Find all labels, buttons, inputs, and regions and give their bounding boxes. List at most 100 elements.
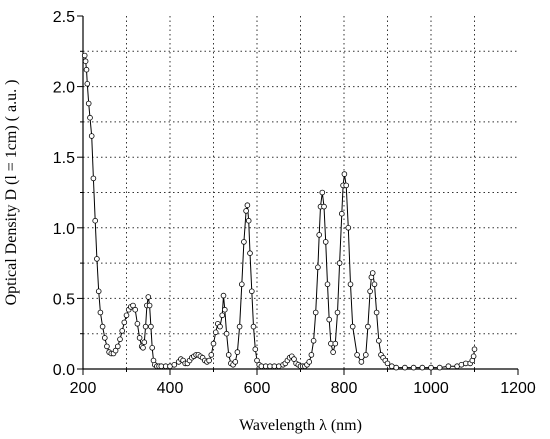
data-point <box>145 294 152 300</box>
data-point <box>87 114 93 121</box>
y-tick-label: 0.0 <box>53 362 75 379</box>
data-point <box>384 360 391 367</box>
x-tick-label: 200 <box>70 380 97 397</box>
data-point <box>371 281 378 288</box>
data-point <box>99 323 106 330</box>
y-axis-title: Optical Density D (l = 1cm) ( a.u. ) <box>3 80 20 306</box>
y-tick-label: 2.5 <box>53 9 75 26</box>
data-point <box>436 364 443 371</box>
tick-layer: 200 400 600 800 1000 1200 0.0 0.5 1.0 1.5 2.0 2.5 <box>53 9 536 397</box>
data-point <box>306 359 313 365</box>
x-tick-label: 400 <box>157 380 184 397</box>
data-point <box>90 175 97 182</box>
x-tick-label: 600 <box>244 380 271 397</box>
data-point <box>134 320 141 327</box>
data-point <box>95 288 102 295</box>
data-point <box>84 81 91 87</box>
data-point <box>349 323 356 330</box>
data-point <box>428 364 434 371</box>
data-point <box>223 330 230 337</box>
data-point <box>347 281 354 288</box>
y-tick-label: 2.0 <box>53 80 75 97</box>
data-point <box>362 352 369 358</box>
data-point <box>470 353 477 360</box>
data-point <box>310 337 317 344</box>
x-tick-label: 1000 <box>413 380 449 397</box>
data-point <box>410 364 417 371</box>
data-point <box>123 312 130 319</box>
data-point <box>332 340 339 347</box>
series-line <box>84 55 475 369</box>
data-point <box>212 329 219 336</box>
data-point <box>136 335 143 341</box>
data-point <box>239 281 245 288</box>
data-point <box>146 302 153 309</box>
data-point <box>112 347 119 354</box>
data-point <box>148 323 154 330</box>
data-point <box>132 306 139 313</box>
x-axis-title: Wavelength λ (nm) <box>239 417 362 434</box>
data-point <box>316 232 323 238</box>
data-point <box>81 52 88 59</box>
x-tick-label: 800 <box>331 380 358 397</box>
data-point <box>219 312 226 319</box>
y-tick-label: 1.0 <box>53 221 75 238</box>
data-point <box>321 203 327 210</box>
data-point <box>241 239 247 245</box>
data-point <box>367 288 373 295</box>
data-point <box>234 349 241 355</box>
data-point <box>244 202 251 209</box>
data-point <box>140 344 146 351</box>
data-point <box>365 323 371 330</box>
data-point <box>336 260 343 266</box>
data-point <box>149 344 156 351</box>
data-point <box>471 346 478 353</box>
data-point <box>210 340 217 347</box>
data-point <box>88 133 95 139</box>
data-point <box>102 335 108 341</box>
data-point <box>334 309 341 316</box>
data-point <box>319 189 326 196</box>
data-point <box>94 256 100 262</box>
data-point <box>220 292 227 299</box>
data-point <box>315 264 321 271</box>
data-point <box>92 217 98 224</box>
data-point <box>254 357 260 364</box>
data-point <box>345 225 352 231</box>
data-point <box>171 361 178 368</box>
data-point <box>312 309 319 316</box>
data-point <box>343 182 350 189</box>
data-point <box>243 208 249 214</box>
data-point <box>369 270 376 276</box>
data-point <box>250 323 257 330</box>
data-point <box>341 171 348 177</box>
data-point <box>82 58 89 64</box>
y-tick-label: 1.5 <box>53 150 75 167</box>
data-point <box>326 316 333 323</box>
data-point <box>338 210 345 217</box>
data-point <box>291 356 297 362</box>
data-point <box>419 364 426 371</box>
data-point <box>83 66 90 73</box>
data-point <box>252 346 259 353</box>
data-point <box>217 323 223 330</box>
data-point <box>445 363 452 370</box>
x-tick-label: 1200 <box>500 380 536 397</box>
data-point <box>308 352 315 358</box>
data-point <box>322 239 329 245</box>
data-point <box>375 337 382 344</box>
grid-layer <box>83 16 518 369</box>
data-point <box>324 281 331 288</box>
data-point <box>121 319 128 326</box>
data-point <box>142 323 149 330</box>
data-point <box>85 100 92 107</box>
data-point <box>247 250 253 257</box>
data-point <box>402 364 408 371</box>
data-point <box>236 323 243 330</box>
data-point <box>330 349 336 355</box>
data-point <box>358 359 365 365</box>
data-point <box>245 217 252 224</box>
series-layer <box>81 52 478 371</box>
data-point <box>130 302 136 309</box>
